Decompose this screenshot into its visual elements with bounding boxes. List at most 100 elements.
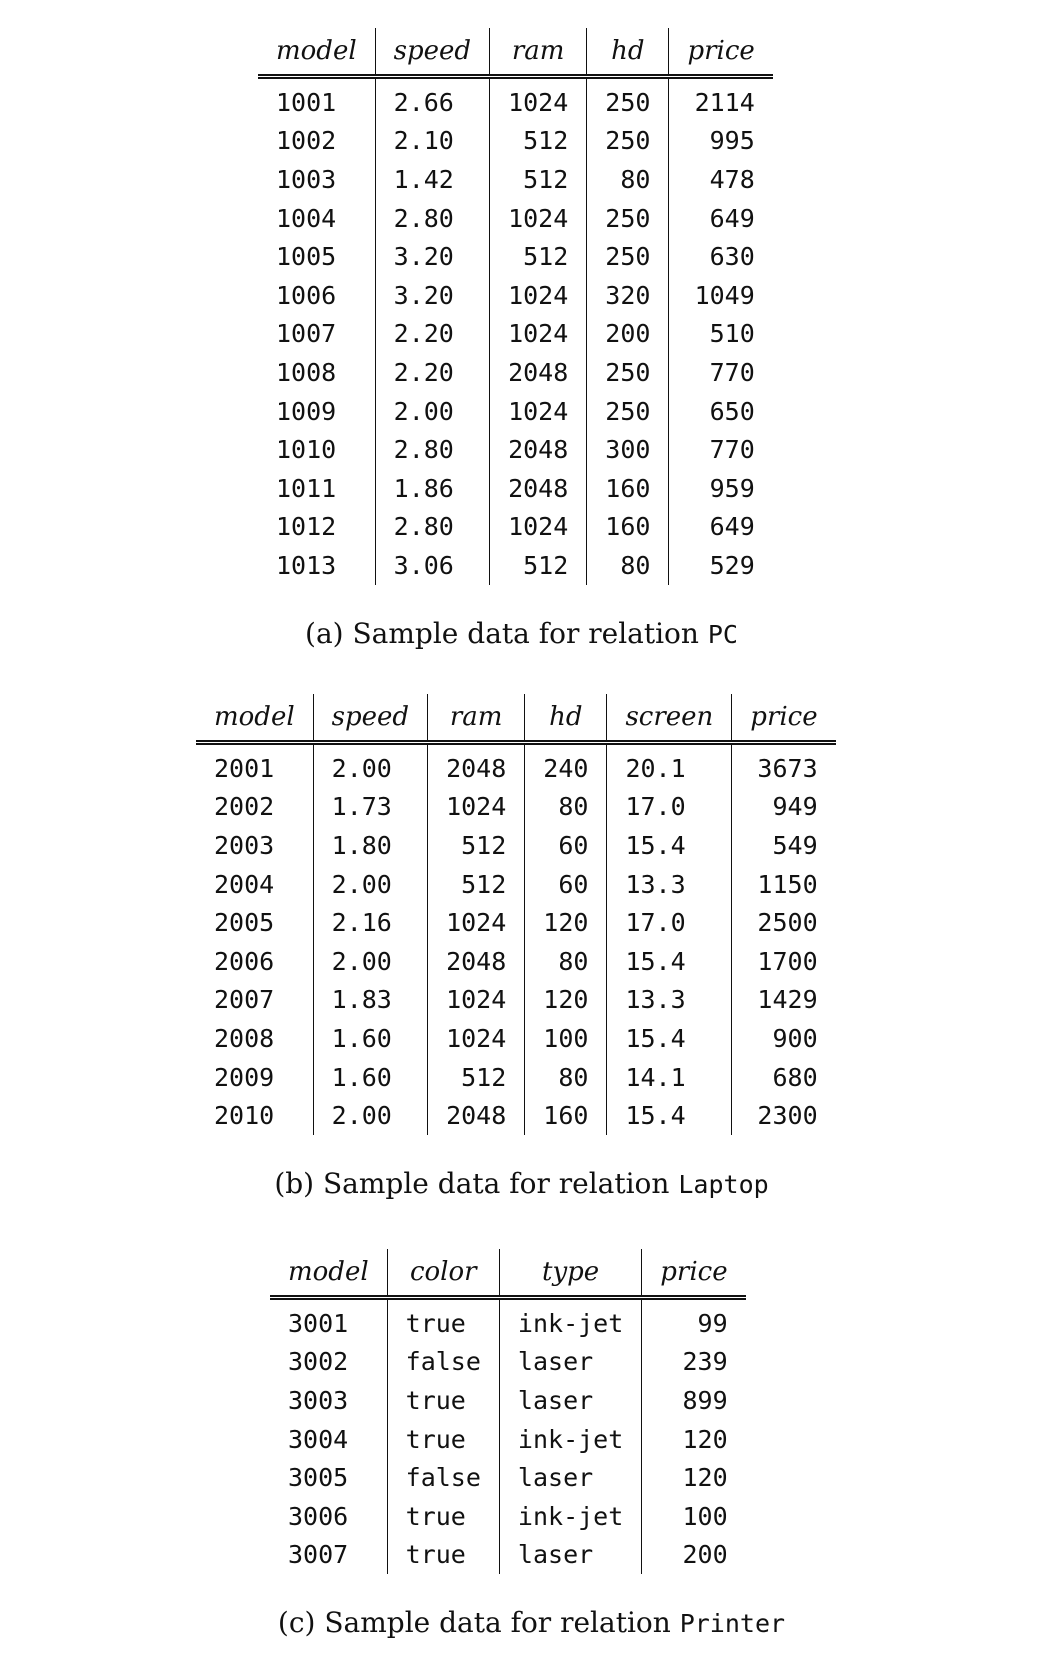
column-header-hd: hd [586, 28, 669, 79]
column-header-price: price [668, 28, 773, 79]
cell-ram: 2048 [489, 430, 587, 469]
cell-ram: 512 [427, 1057, 525, 1097]
table-row: 1001 2.66 1024 250 2114 [258, 76, 773, 122]
table-row: 1007 2.20 1024 200 510 [258, 314, 773, 354]
caption-relation-name: Printer [679, 1609, 786, 1639]
cell-model: 3004 [288, 1424, 349, 1454]
laptop-table: model speed ram hd screen price 2001 2.00 2048 2… [196, 694, 836, 1135]
cell-model: 3007 [288, 1540, 349, 1570]
cell-screen: 15.4 [606, 1019, 732, 1058]
column-header-price: price [641, 1249, 746, 1300]
cell-model: 2010 [214, 1101, 275, 1131]
column-header-screen: screen [606, 694, 732, 745]
cell-price: 949 [731, 787, 836, 827]
cell-model: 1006 [276, 280, 337, 310]
table-row: 2005 2.16 1024 120 17.0 2500 [196, 903, 836, 942]
cell-speed: 1.80 [312, 826, 428, 865]
cell-price: 770 [668, 353, 773, 392]
cell-price: 510 [668, 314, 773, 354]
cell-price: 770 [668, 430, 773, 469]
cell-screen: 17.0 [606, 903, 732, 942]
table-row: 3004 true ink-jet 120 [270, 1419, 746, 1459]
caption-text: (c) Sample data for relation [277, 1606, 680, 1640]
table-row: 2008 1.60 1024 100 15.4 900 [196, 1019, 836, 1058]
cell-hd: 250 [586, 76, 669, 122]
caption-text: (a) Sample data for relation [305, 616, 708, 650]
column-header-color: color [386, 1249, 500, 1300]
table-row: 2003 1.80 512 60 15.4 549 [196, 826, 836, 865]
table-row: 1004 2.80 1024 250 649 [258, 198, 773, 238]
cell-price: 2114 [668, 76, 773, 122]
cell-model: 1002 [276, 126, 337, 156]
cell-model: 2002 [214, 792, 275, 822]
cell-hd: 300 [586, 430, 669, 469]
cell-type: ink-jet [498, 1496, 642, 1536]
cell-screen: 20.1 [606, 742, 732, 788]
cell-price: 959 [668, 468, 773, 508]
cell-color: false [386, 1342, 500, 1382]
cell-hd: 60 [524, 864, 607, 904]
table-row: 3005 false laser 120 [270, 1458, 746, 1497]
cell-hd: 320 [586, 275, 669, 315]
table-row: 3007 true laser 200 [270, 1535, 746, 1575]
cell-type: laser [498, 1342, 642, 1382]
cell-speed: 1.73 [312, 787, 428, 827]
table-row: 3006 true ink-jet 100 [270, 1496, 746, 1536]
cell-ram: 1024 [489, 391, 587, 431]
column-header-speed: speed [312, 694, 428, 745]
cell-ram: 2048 [489, 353, 587, 392]
column-header-ram: ram [489, 28, 587, 79]
cell-ram: 512 [489, 546, 587, 585]
table-row: 1003 1.42 512 80 478 [258, 160, 773, 199]
cell-model: 2008 [214, 1023, 275, 1053]
table-row: 2001 2.00 2048 240 20.1 3673 [196, 742, 836, 788]
cell-price: 900 [731, 1019, 836, 1058]
table-row: 2010 2.00 2048 160 15.4 2300 [196, 1096, 836, 1135]
cell-speed: 2.00 [374, 391, 490, 431]
cell-speed: 1.86 [374, 468, 490, 508]
cell-speed: 2.80 [374, 507, 490, 547]
cell-price: 3673 [731, 742, 836, 788]
cell-price: 239 [641, 1342, 746, 1382]
cell-ram: 2048 [427, 1096, 525, 1135]
cell-ram: 512 [489, 237, 587, 276]
laptop-caption: (b) Sample data for relation Laptop [0, 1167, 1057, 1200]
cell-type: laser [498, 1458, 642, 1497]
cell-hd: 120 [524, 903, 607, 942]
cell-model: 1003 [276, 164, 337, 194]
cell-hd: 160 [586, 507, 669, 547]
cell-model: 2001 [214, 753, 275, 783]
table-row: 1008 2.20 2048 250 770 [258, 353, 773, 392]
cell-ram: 1024 [427, 903, 525, 942]
cell-model: 3005 [288, 1463, 349, 1493]
table-row: 1013 3.06 512 80 529 [258, 546, 773, 585]
column-header-model: model [258, 28, 376, 79]
table-row: 2002 1.73 1024 80 17.0 949 [196, 787, 836, 827]
cell-ram: 1024 [489, 507, 587, 547]
caption-relation-name: Laptop [678, 1169, 769, 1199]
cell-price: 650 [668, 391, 773, 431]
cell-model: 3006 [288, 1501, 349, 1531]
cell-hd: 80 [586, 160, 669, 199]
cell-price: 120 [641, 1419, 746, 1459]
cell-price: 2300 [731, 1096, 836, 1135]
printer-table: model color type price 3001 true ink-jet 99 300… [270, 1249, 746, 1575]
printer-section: model color type price 3001 true ink-jet 99 300… [0, 1249, 1057, 1639]
cell-model: 2007 [214, 985, 275, 1015]
cell-speed: 2.10 [374, 121, 490, 161]
cell-screen: 14.1 [606, 1057, 732, 1097]
cell-hd: 60 [524, 826, 607, 865]
table-header-row: model color type price [270, 1249, 746, 1300]
cell-hd: 250 [586, 237, 669, 276]
cell-model: 1010 [276, 435, 337, 465]
cell-speed: 1.60 [312, 1019, 428, 1058]
cell-model: 1007 [276, 319, 337, 349]
cell-price: 1150 [731, 864, 836, 904]
cell-ram: 2048 [489, 468, 587, 508]
cell-ram: 2048 [427, 941, 525, 981]
cell-ram: 1024 [427, 980, 525, 1020]
cell-price: 478 [668, 160, 773, 199]
cell-ram: 512 [427, 864, 525, 904]
cell-price: 200 [641, 1535, 746, 1575]
cell-speed: 2.20 [374, 314, 490, 354]
